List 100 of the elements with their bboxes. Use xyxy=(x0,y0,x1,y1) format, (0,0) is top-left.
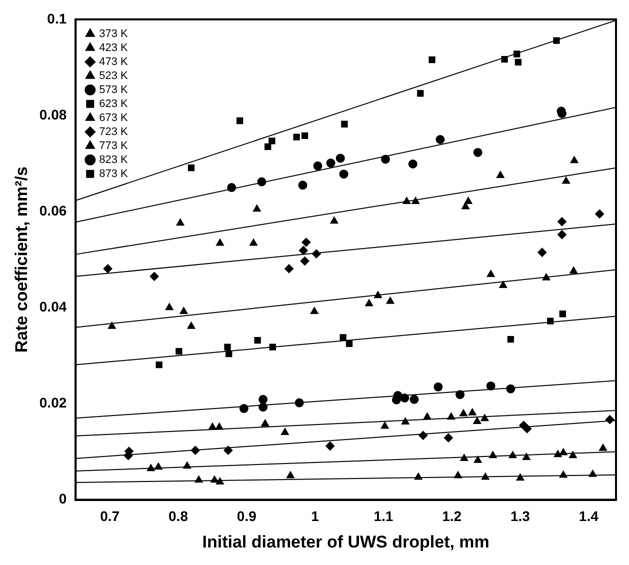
point xyxy=(239,404,248,414)
point xyxy=(257,177,266,186)
point xyxy=(226,350,232,358)
point xyxy=(423,412,432,420)
point xyxy=(559,448,568,456)
legend-label: 423 K xyxy=(99,42,129,54)
x-tick-label: 1.4 xyxy=(578,508,599,524)
point xyxy=(588,470,597,477)
point xyxy=(496,171,504,178)
point xyxy=(301,132,308,139)
point xyxy=(557,217,566,226)
legend-label: 673 K xyxy=(99,112,129,124)
y-tick-label: 0.04 xyxy=(39,298,67,314)
point xyxy=(258,402,268,412)
x-tick-label: 1.1 xyxy=(374,508,394,524)
point xyxy=(462,202,470,210)
point xyxy=(294,398,304,408)
point xyxy=(538,248,547,257)
point xyxy=(559,310,566,318)
x-tick-label: 0.7 xyxy=(100,508,120,524)
point xyxy=(215,422,224,430)
x-tick-label: 1.2 xyxy=(442,508,462,524)
point xyxy=(227,183,236,192)
point xyxy=(460,409,468,416)
point xyxy=(414,472,422,480)
point xyxy=(554,450,562,458)
legend-label: 723 K xyxy=(99,126,129,138)
point xyxy=(508,451,517,458)
point xyxy=(280,428,289,436)
point xyxy=(464,196,472,204)
point xyxy=(261,419,270,426)
point xyxy=(341,120,348,128)
point xyxy=(224,446,233,455)
point xyxy=(454,471,462,478)
point xyxy=(216,478,224,485)
point xyxy=(340,334,346,341)
point xyxy=(501,56,508,63)
point xyxy=(326,158,336,168)
point xyxy=(401,417,410,424)
point xyxy=(339,170,348,179)
point xyxy=(236,117,244,124)
point xyxy=(210,476,218,483)
x-tick-label: 0.9 xyxy=(236,508,257,524)
y-axis-title: Rate coefficient, mm²/s xyxy=(12,166,31,353)
point xyxy=(456,390,465,400)
point xyxy=(408,160,418,168)
point xyxy=(146,464,155,472)
point xyxy=(284,264,294,274)
point xyxy=(300,256,310,266)
point xyxy=(557,230,566,240)
point xyxy=(410,394,419,404)
point xyxy=(562,176,570,184)
point xyxy=(481,472,490,480)
point xyxy=(180,306,188,314)
point xyxy=(298,246,308,255)
point xyxy=(542,273,550,280)
point xyxy=(488,451,497,458)
point xyxy=(258,394,268,404)
point xyxy=(522,453,530,460)
point xyxy=(480,414,489,422)
point xyxy=(216,238,224,246)
point xyxy=(402,196,411,204)
legend-label: 573 K xyxy=(99,84,129,96)
point xyxy=(269,344,276,350)
y-tick-label: 0.02 xyxy=(39,394,67,411)
point xyxy=(374,291,382,298)
legend-label: 373 K xyxy=(99,28,129,40)
point xyxy=(447,412,456,420)
point xyxy=(286,471,294,478)
x-tick-label: 1.3 xyxy=(510,508,530,524)
point xyxy=(190,446,200,455)
point xyxy=(312,249,321,258)
legend-label: 473 K xyxy=(99,56,129,68)
point xyxy=(473,416,482,424)
point xyxy=(268,138,276,144)
point xyxy=(252,204,261,212)
point xyxy=(486,270,495,277)
point xyxy=(264,143,272,150)
point xyxy=(595,209,604,218)
point xyxy=(183,462,192,469)
point xyxy=(417,90,424,97)
point xyxy=(570,156,578,164)
point xyxy=(176,218,184,226)
point xyxy=(336,154,345,163)
x-tick-label: 1 xyxy=(311,508,320,524)
point xyxy=(346,340,353,347)
point xyxy=(444,433,453,442)
point xyxy=(516,474,524,481)
point xyxy=(224,344,231,350)
point xyxy=(434,382,443,392)
point xyxy=(103,264,112,274)
point xyxy=(380,154,390,164)
legend-label: 523 K xyxy=(99,70,129,82)
point xyxy=(194,476,203,483)
point xyxy=(559,470,568,478)
point xyxy=(154,462,162,470)
point xyxy=(400,393,410,402)
point xyxy=(474,456,482,463)
point xyxy=(254,336,261,344)
point xyxy=(547,318,554,324)
